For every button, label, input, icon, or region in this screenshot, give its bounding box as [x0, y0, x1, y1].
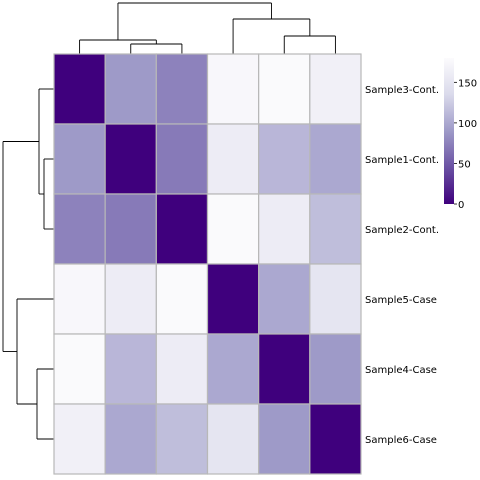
row-label: Sample2-Cont.	[365, 225, 439, 236]
colorbar: 0 50 100 150	[444, 58, 477, 211]
heatmap-cell	[104, 53, 157, 125]
row-label: Sample6-Case	[365, 435, 437, 446]
row-label: Sample4-Case	[365, 365, 437, 376]
heatmap-cell	[104, 123, 157, 195]
heatmap-cell	[206, 333, 260, 405]
colorbar-tick-label: 150	[458, 78, 477, 89]
heatmap-cell	[258, 333, 311, 405]
row-labels: Sample3-Cont. Sample1-Cont. Sample2-Cont. S…	[365, 85, 439, 446]
heatmap-cell	[258, 123, 311, 195]
heatmap-cell	[104, 403, 157, 475]
heatmap-cell	[206, 53, 260, 125]
heatmap-cell	[206, 123, 260, 195]
row-dendrogram	[2, 88, 54, 440]
heatmap-cell	[309, 123, 362, 195]
heatmap-cell	[206, 193, 260, 265]
heatmap-cell	[258, 403, 311, 475]
row-label: Sample3-Cont.	[365, 85, 439, 96]
row-label: Sample5-Case	[365, 295, 437, 306]
colorbar-tick-label: 100	[458, 119, 477, 130]
heatmap-cell	[53, 53, 106, 125]
heatmap-cell	[206, 263, 260, 335]
heatmap-cell	[258, 53, 311, 125]
heatmap-cell	[258, 263, 311, 335]
heatmap-cell	[104, 333, 157, 405]
heatmap-cell	[155, 53, 209, 125]
heatmap-cell	[104, 193, 157, 265]
heatmap-cell	[53, 193, 106, 265]
heatmap-cell	[104, 263, 157, 335]
heatmap-cell	[155, 403, 209, 475]
heatmap-cell	[155, 263, 209, 335]
heatmap-cell	[155, 193, 209, 265]
heatmap-cell	[206, 403, 260, 475]
heatmap-cell	[53, 333, 106, 405]
heatmap-cell	[53, 403, 106, 475]
heatmap-cell	[53, 263, 106, 335]
row-label: Sample1-Cont.	[365, 155, 439, 166]
colorbar-tick-label: 0	[458, 200, 464, 211]
heatmap-cell	[155, 123, 209, 195]
heatmap-cells	[53, 53, 362, 475]
heatmap-cell	[53, 123, 106, 195]
colorbar-tick-label: 50	[458, 159, 471, 170]
heatmap-cell	[258, 193, 311, 265]
heatmap-cell	[155, 333, 209, 405]
heatmap-cell	[309, 193, 362, 265]
heatmap-cell	[309, 263, 362, 335]
heatmap-cell	[309, 53, 362, 125]
heatmap-cell	[309, 403, 362, 475]
heatmap-cell	[309, 333, 362, 405]
column-dendrogram	[79, 2, 336, 54]
colorbar-gradient	[444, 58, 454, 204]
